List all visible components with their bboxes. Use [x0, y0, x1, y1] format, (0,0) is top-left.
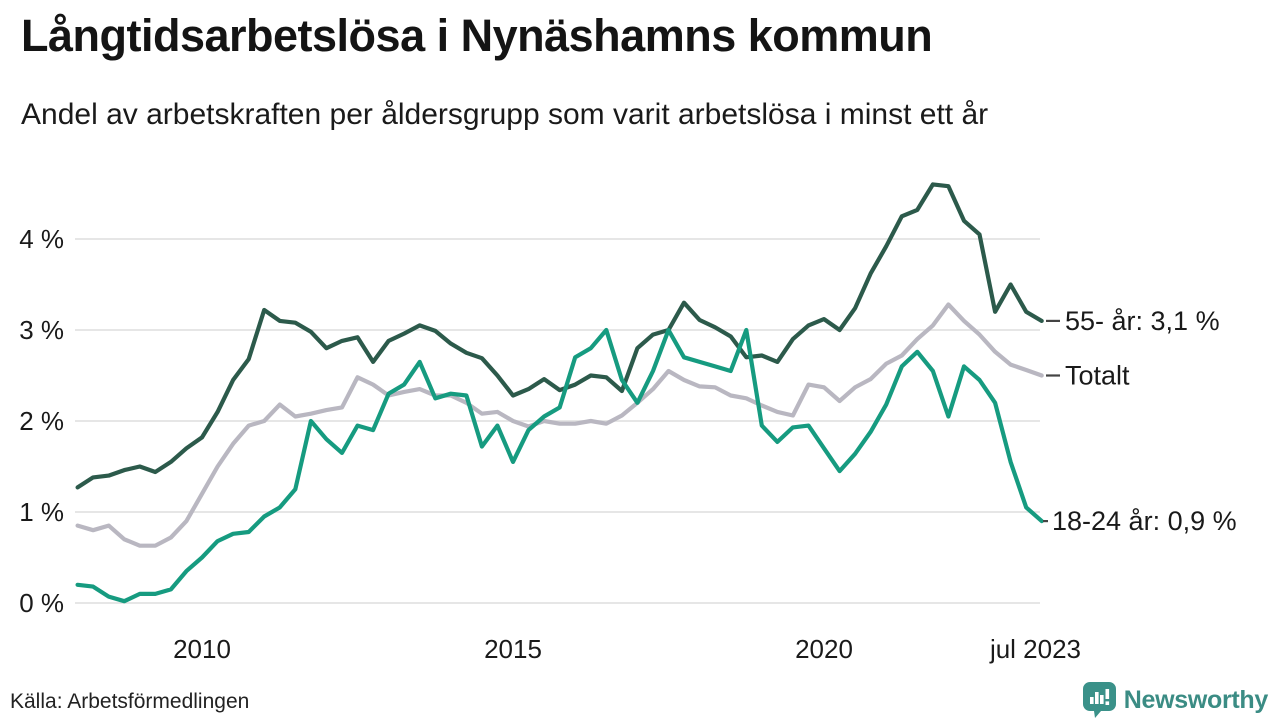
- newsworthy-icon: [1082, 682, 1116, 718]
- source-note: Källa: Arbetsförmedlingen: [10, 690, 250, 713]
- series-line-18-24-r: [75, 327, 1044, 604]
- y-tick-label-3: 3 %: [19, 315, 64, 345]
- newsworthy-logo: Newsworthy: [1082, 682, 1269, 718]
- x-tick-label-2010: 2010: [173, 634, 231, 664]
- x-tick-label-jul-2023: jul 2023: [989, 634, 1081, 664]
- y-tick-label-0: 0 %: [19, 588, 64, 618]
- newsworthy-text: Newsworthy: [1123, 685, 1269, 714]
- series-end-label-Totalt: Totalt: [1065, 361, 1130, 391]
- series-end-label-18-24-r: 18-24 år: 0,9 %: [1052, 506, 1237, 536]
- series-end-label-55-r: 55- år: 3,1 %: [1065, 306, 1220, 336]
- x-tick-label-2020: 2020: [795, 634, 853, 664]
- y-tick-label-1: 1 %: [19, 497, 64, 527]
- page-title: Långtidsarbetslösa i Nynäshamns kommun: [21, 10, 933, 61]
- y-tick-label-2: 2 %: [19, 406, 64, 436]
- x-tick-label-2015: 2015: [484, 634, 542, 664]
- page-subtitle: Andel av arbetskraften per åldersgrupp s…: [21, 98, 989, 131]
- series-line-55-r: [75, 182, 1044, 490]
- series-line-Totalt: [75, 302, 1044, 548]
- y-tick-label-4: 4 %: [19, 224, 64, 254]
